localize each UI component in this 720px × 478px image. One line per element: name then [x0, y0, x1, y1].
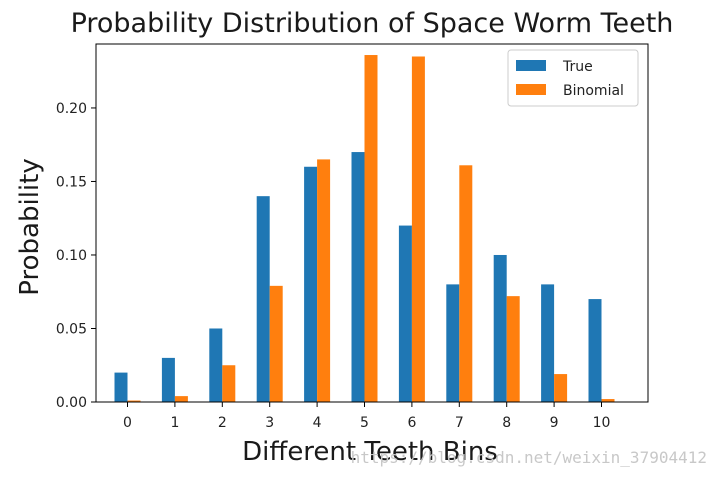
x-tick-label-6: 6	[407, 415, 416, 431]
x-tick-label-8: 8	[502, 415, 511, 431]
bar-true-6	[398, 225, 412, 402]
bar-binomial-4	[317, 159, 331, 402]
bar-true-5	[351, 152, 365, 402]
x-tick-label-7: 7	[455, 415, 464, 431]
bar-binomial-6	[411, 56, 425, 402]
legend: True Binomial	[507, 49, 639, 107]
bar-binomial-1	[174, 396, 188, 402]
bars-group	[114, 55, 615, 402]
x-tick-label-10: 10	[593, 415, 611, 431]
x-axis-label: Different Teeth Bins	[242, 437, 498, 467]
bar-true-8	[493, 254, 507, 402]
y-tick-label-0.00: 0.00	[56, 395, 87, 411]
bar-binomial-3	[269, 285, 283, 402]
bar-binomial-9	[554, 374, 568, 402]
bar-binomial-0	[127, 400, 141, 402]
bar-binomial-8	[506, 296, 520, 402]
legend-label-binomial: Binomial	[563, 83, 624, 99]
bar-binomial-10	[601, 399, 615, 402]
x-tick-label-0: 0	[123, 415, 132, 431]
bar-binomial-7	[459, 165, 473, 402]
legend-swatch-binomial	[516, 84, 546, 95]
y-tick-label-0.15: 0.15	[56, 174, 87, 190]
chart-title: Probability Distribution of Space Worm T…	[71, 8, 674, 39]
bar-true-7	[446, 284, 460, 402]
x-tick-label-5: 5	[360, 415, 369, 431]
watermark-text: https://blog.csdn.net/weixin_37904412	[351, 448, 707, 467]
x-ticks-group: 0 1 2 3 4 5 6 7 8 9 10	[123, 402, 610, 431]
legend-label-true: True	[562, 59, 593, 75]
bar-true-10	[588, 299, 602, 402]
y-tick-label-0.20: 0.20	[56, 101, 87, 117]
plot-frame	[95, 43, 649, 403]
bar-true-3	[256, 196, 270, 402]
bar-true-0	[114, 372, 128, 402]
x-tick-label-3: 3	[265, 415, 274, 431]
bar-true-1	[161, 357, 175, 402]
legend-swatch-true	[516, 60, 546, 71]
bar-true-9	[541, 284, 555, 402]
x-tick-label-2: 2	[218, 415, 227, 431]
x-tick-label-4: 4	[313, 415, 322, 431]
bar-true-4	[304, 166, 318, 402]
y-tick-label-0.05: 0.05	[56, 321, 87, 337]
x-tick-label-9: 9	[550, 415, 559, 431]
bar-binomial-2	[222, 365, 236, 402]
y-axis-label: Probability	[15, 158, 45, 295]
y-ticks-group: 0.00 0.05 0.10 0.15 0.20	[56, 101, 96, 411]
bar-true-2	[209, 328, 223, 402]
x-tick-label-1: 1	[170, 415, 179, 431]
bar-binomial-5	[364, 55, 378, 402]
y-tick-label-0.10: 0.10	[56, 248, 87, 264]
